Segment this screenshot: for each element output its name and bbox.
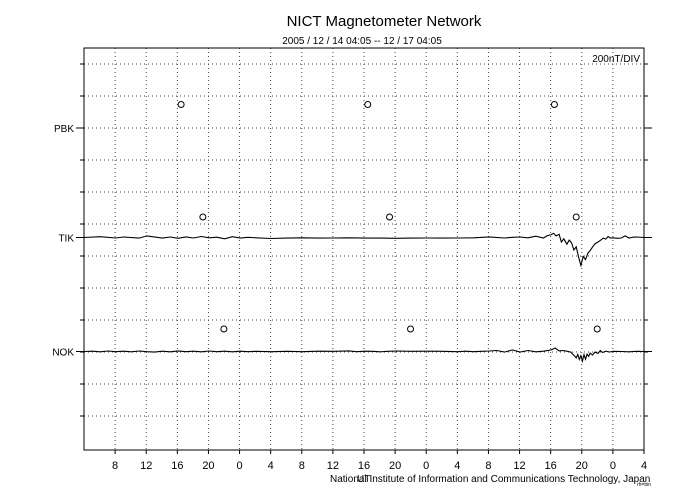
x-tick-label: 16	[171, 460, 183, 472]
local-midnight-marker	[220, 325, 228, 333]
station-traces: PBK TIK NOK	[52, 101, 652, 364]
local-midnight-marker	[407, 325, 415, 333]
x-tick-label: 4	[454, 460, 460, 472]
station-label-tik: TIK	[58, 234, 74, 245]
scale-label: 200nT/DIV	[592, 54, 640, 65]
x-tick-label: 0	[236, 460, 242, 472]
local-midnight-marker	[572, 213, 580, 221]
x-tick-label: 20	[576, 460, 588, 472]
x-tick-label: 12	[327, 460, 339, 472]
grid	[80, 48, 648, 450]
x-tick-label: 4	[268, 460, 274, 472]
x-tick-label: 0	[610, 460, 616, 472]
local-midnight-marker	[386, 213, 394, 221]
station-label-pbk: PBK	[54, 124, 74, 135]
x-tick-label: 20	[202, 460, 214, 472]
chart-title: NICT Magnetometer Network	[287, 13, 482, 30]
x-tick-label: 16	[358, 460, 370, 472]
trace-nok	[83, 347, 644, 364]
x-tick-label: 8	[485, 460, 491, 472]
local-midnight-marker	[199, 213, 207, 221]
x-tick-label: 16	[545, 460, 557, 472]
local-midnight-marker	[364, 101, 372, 108]
footer-ut-mark: UT	[357, 474, 370, 485]
footer-institution: National Institute of Information and Co…	[330, 474, 650, 485]
x-tick-label: 12	[513, 460, 525, 472]
x-tick-label: 12	[140, 460, 152, 472]
local-midnight-marker	[177, 101, 185, 108]
footer-tiny-mark: rh=bin	[637, 482, 651, 488]
x-tick-label: 20	[389, 460, 401, 472]
x-tick-label: 0	[423, 460, 429, 472]
local-midnight-marker	[550, 101, 558, 108]
x-tick-label: 4	[641, 460, 647, 472]
local-midnight-marker	[593, 325, 601, 333]
x-tick-label: 8	[299, 460, 305, 472]
x-tick-label: 8	[112, 460, 118, 472]
trace-tik	[83, 232, 644, 268]
x-axis-ticks: 8 12 16 20 0 4 8 12 16 20 0 4 8 12 16 20 0 4	[112, 450, 647, 472]
chart-subtitle: 2005 / 12 / 14 04:05 -- 12 / 17 04:05	[282, 36, 442, 47]
station-label-nok: NOK	[52, 348, 74, 359]
